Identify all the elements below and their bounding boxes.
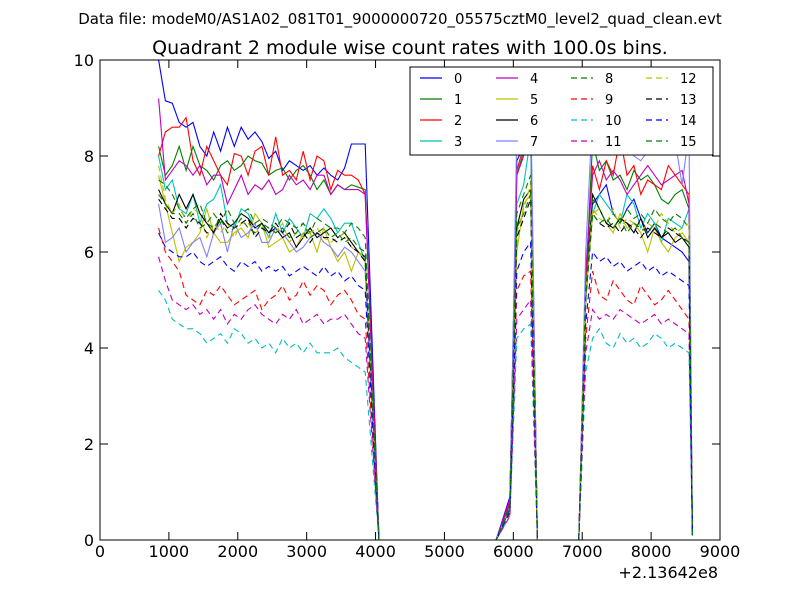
- legend-label-13: 13: [680, 93, 697, 108]
- legend-label-9: 9: [605, 93, 613, 108]
- x-tick-label: 7000: [562, 542, 603, 561]
- series-line-6: [158, 187, 693, 541]
- series-layer: [158, 59, 693, 541]
- legend-label-2: 2: [454, 114, 462, 129]
- legend-label-12: 12: [680, 72, 697, 87]
- legend-frame: [409, 66, 714, 156]
- series-line-11: [158, 256, 693, 541]
- x-tick-label: 5000: [424, 542, 465, 561]
- series-line-7: [158, 87, 693, 541]
- legend-label-0: 0: [454, 72, 462, 87]
- legend-label-4: 4: [530, 72, 538, 87]
- series-line-9: [158, 227, 693, 541]
- x-tick-label: 8000: [631, 542, 672, 561]
- x-tick-label: 3000: [286, 542, 327, 561]
- series-line-2: [158, 116, 693, 541]
- y-tick-label: 6: [84, 243, 94, 262]
- series-line-15: [158, 194, 693, 541]
- legend-label-15: 15: [680, 135, 697, 150]
- y-tick-label: 8: [84, 147, 94, 166]
- series-line-4: [158, 98, 693, 541]
- figure-suptitle: Data file: modeM0/AS1A02_081T01_90000007…: [78, 10, 722, 29]
- legend-label-11: 11: [605, 135, 622, 150]
- y-tick-label: 2: [84, 435, 94, 454]
- series-line-0: [158, 59, 693, 541]
- series-line-14: [158, 232, 693, 541]
- x-offset-label: +2.13642e8: [618, 563, 718, 582]
- x-tick-label: 0: [95, 542, 105, 561]
- axis-ticks: 0 1000 2000 3000 4000 5000 6000 7000 8000 9000 0 2 4…: [74, 51, 741, 561]
- legend-label-10: 10: [605, 114, 622, 129]
- series-line-5: [158, 175, 693, 541]
- y-tick-label: 10: [74, 51, 94, 70]
- legend-label-5: 5: [530, 93, 538, 108]
- legend-label-3: 3: [454, 135, 462, 150]
- series-line-10: [158, 290, 693, 541]
- legend-label-1: 1: [454, 93, 462, 108]
- legend-label-14: 14: [680, 114, 697, 129]
- y-tick-label: 4: [84, 339, 94, 358]
- series-line-3: [158, 136, 693, 541]
- x-tick-label: 9000: [700, 542, 741, 561]
- y-tick-label: 0: [84, 531, 94, 550]
- x-tick-label: 4000: [355, 542, 396, 561]
- chart-title: Quadrant 2 module wise count rates with …: [152, 37, 668, 59]
- series-line-1: [158, 131, 693, 541]
- x-tick-label: 1000: [149, 542, 190, 561]
- series-line-13: [158, 198, 693, 541]
- legend-label-7: 7: [530, 135, 538, 150]
- x-tick-label: 2000: [217, 542, 258, 561]
- legend-label-8: 8: [605, 72, 613, 87]
- legend-label-6: 6: [530, 114, 538, 129]
- plot-frame: [99, 59, 721, 541]
- x-tick-label: 6000: [493, 542, 534, 561]
